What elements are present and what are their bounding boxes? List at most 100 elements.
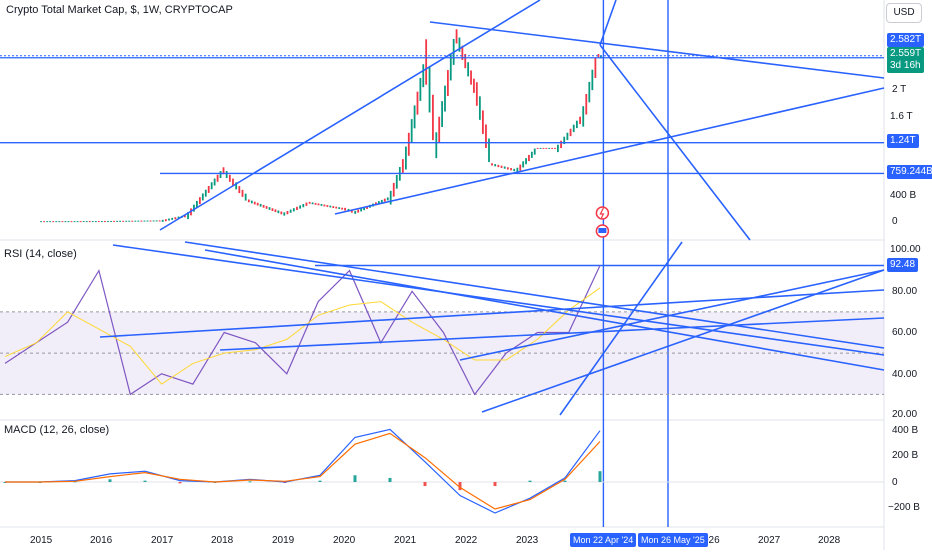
price-candle (268, 207, 271, 210)
price-candle (557, 144, 559, 153)
price-tag-level: 1.24T (887, 134, 919, 148)
price-candle (137, 220, 140, 222)
price-candle (302, 203, 305, 208)
macd-histogram-bar (423, 482, 427, 487)
price-candle (488, 138, 490, 163)
rsi-tick: 40.00 (892, 369, 918, 380)
price-candle (551, 147, 554, 149)
price-candle (235, 182, 238, 190)
price-candle (522, 161, 525, 168)
price-tag-level: 759.244B (887, 165, 932, 179)
price-candle (464, 54, 467, 69)
price-candle (458, 37, 461, 52)
price-tag-level: 2.582T (887, 33, 925, 47)
price-candle (174, 217, 177, 220)
macd-tick: 200 B (892, 450, 919, 461)
flag-icon (598, 228, 607, 233)
year-label: 2015 (30, 535, 53, 546)
price-candle (119, 220, 122, 222)
price-candle (389, 190, 392, 205)
price-candle (494, 164, 497, 167)
price-candle (201, 193, 204, 201)
rsi-title: RSI (14, close) (4, 248, 77, 260)
price-candle (259, 203, 262, 207)
price-candle (525, 158, 527, 165)
price-candle (597, 54, 600, 58)
macd-histogram-bar (388, 477, 392, 482)
price-candle (428, 67, 431, 113)
price-candle (187, 212, 189, 220)
price-candle (122, 220, 125, 222)
price-candle (323, 204, 326, 207)
price-candle (256, 202, 259, 206)
price-candle (533, 148, 536, 155)
price-candle (500, 165, 503, 168)
year-label: 2017 (151, 535, 174, 546)
price-candle (161, 219, 164, 222)
year-label: 2028 (818, 535, 841, 546)
price-candle (286, 210, 289, 215)
main-chart-title: Crypto Total Market Cap, $, 1W, CRYPTOCA… (6, 4, 233, 16)
rsi-trend-line (459, 269, 885, 361)
price-candle (366, 206, 368, 209)
price-candle (591, 69, 594, 91)
price-candle (183, 215, 186, 218)
price-candle (588, 81, 591, 103)
price-candle (225, 171, 228, 179)
rsi-tag-level: 92.48 (887, 258, 919, 272)
rsi-trend-line (219, 317, 885, 351)
price-candle (85, 221, 88, 223)
price-candle (413, 105, 416, 129)
price-candle (134, 220, 137, 222)
price-candle (485, 124, 487, 149)
price-candle (422, 64, 425, 88)
rsi-trend-line (481, 269, 885, 413)
price-candle (55, 221, 58, 223)
price-candle (320, 204, 323, 206)
trend-line (334, 87, 885, 215)
year-label-partial: 026 (703, 535, 720, 546)
price-candle (350, 209, 353, 213)
price-candle (545, 147, 548, 149)
price-candle (314, 202, 317, 205)
price-candle (478, 96, 481, 120)
macd-histogram-bar (248, 481, 252, 483)
price-candle (542, 147, 545, 149)
price-candle (475, 82, 478, 106)
price-candle (97, 221, 100, 223)
price-candle (401, 159, 404, 173)
price-candle (470, 70, 472, 85)
price-tag-current: 2.559T (887, 47, 925, 61)
price-candle (219, 171, 222, 179)
macd-histogram-bar (528, 480, 532, 482)
rsi-tick: 100.00 (890, 244, 921, 255)
price-candle (128, 220, 131, 222)
price-candle (198, 197, 201, 205)
price-candle (380, 199, 383, 203)
trend-line (429, 21, 885, 79)
price-candle (383, 198, 386, 202)
year-label: 2022 (455, 535, 478, 546)
price-candle (554, 147, 556, 149)
price-candle (82, 221, 85, 223)
price-candle (171, 217, 174, 220)
price-candle (271, 208, 274, 212)
price-candle (354, 210, 357, 214)
price-candle (73, 221, 76, 223)
price-candle (155, 220, 158, 222)
price-candle (407, 132, 410, 156)
price-candle (164, 219, 167, 222)
price-candle (64, 221, 67, 223)
price-candle (317, 203, 320, 206)
price-candle (386, 197, 389, 201)
macd-line (5, 428, 601, 514)
price-candle (455, 29, 458, 44)
currency-selector[interactable]: USD (886, 3, 922, 23)
price-candle (46, 221, 49, 223)
price-candle (210, 182, 213, 190)
price-candle (280, 211, 283, 215)
price-candle (510, 168, 512, 171)
price-candle (405, 146, 407, 170)
